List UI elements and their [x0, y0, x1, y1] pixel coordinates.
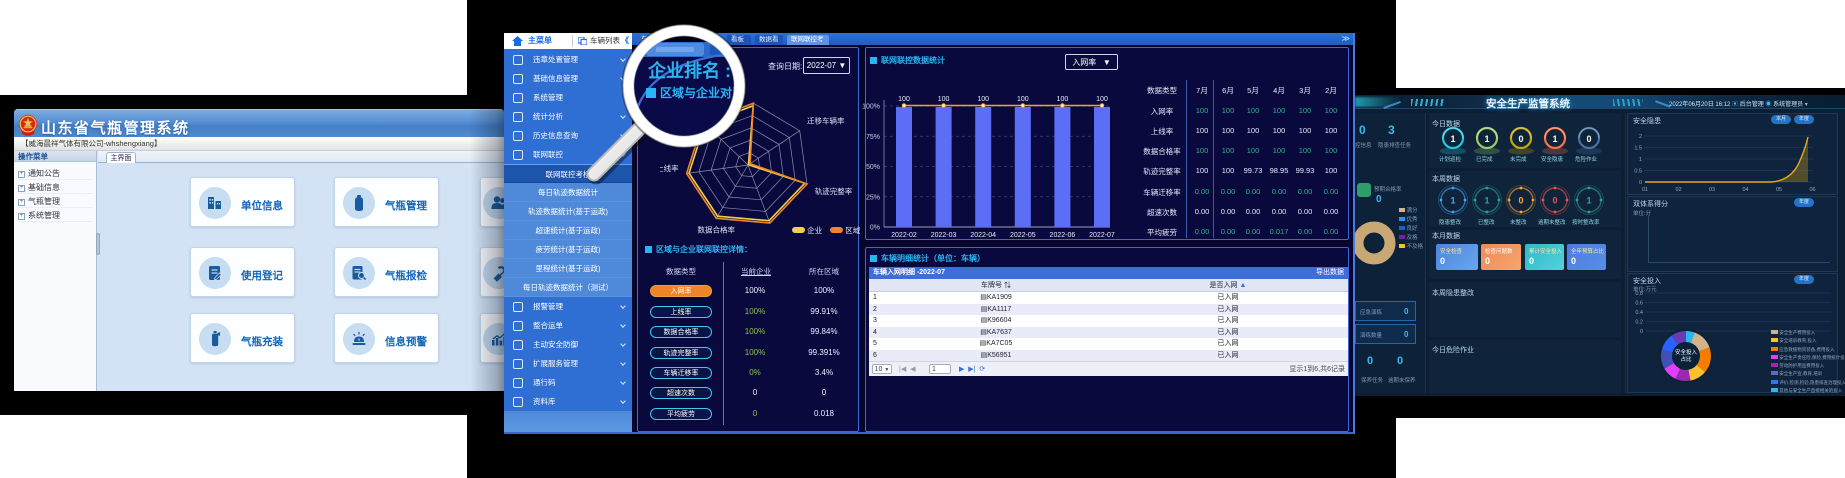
svg-text:1: 1 [1586, 196, 1591, 206]
svg-text:0%: 0% [870, 225, 880, 232]
svg-text:0.8: 0.8 [1635, 291, 1643, 297]
svg-text:0.2: 0.2 [1635, 320, 1643, 326]
svg-text:25%: 25% [866, 194, 880, 201]
svg-text:100: 100 [1017, 96, 1029, 103]
svg-text:01: 01 [1642, 187, 1648, 193]
svg-text:1: 1 [1484, 196, 1489, 206]
svg-text:2022-07: 2022-07 [1089, 232, 1115, 239]
svg-text:06: 06 [1809, 187, 1815, 193]
svg-text:0: 0 [1586, 134, 1591, 144]
svg-text:100: 100 [938, 96, 950, 103]
svg-text:100: 100 [977, 96, 989, 103]
svg-text:50%: 50% [866, 164, 880, 171]
svg-text:1: 1 [1484, 134, 1489, 144]
svg-text:0: 0 [1518, 134, 1523, 144]
svg-text:100: 100 [898, 96, 910, 103]
svg-text:100: 100 [1057, 96, 1069, 103]
svg-text:1.5: 1.5 [1634, 146, 1642, 152]
svg-text:1: 1 [1450, 196, 1455, 206]
svg-text:企业排名 : 1: 企业排名 : 1 [647, 60, 746, 81]
svg-text:轨迹完整率: 轨迹完整率 [815, 186, 853, 196]
svg-text:0: 0 [1552, 196, 1557, 206]
svg-text:占比: 占比 [1680, 355, 1692, 363]
svg-text:03: 03 [1709, 187, 1715, 193]
svg-text:迁移车辆率: 迁移车辆率 [807, 116, 845, 126]
svg-text:2022-03: 2022-03 [931, 232, 957, 239]
svg-text:0: 0 [1639, 180, 1642, 186]
svg-text:区域与企业对比 :: 区域与企业对比 : [660, 85, 751, 100]
svg-text:1: 1 [1450, 134, 1455, 144]
svg-text:2022-02: 2022-02 [891, 232, 917, 239]
svg-text:2022-05: 2022-05 [1010, 232, 1036, 239]
svg-text:2022-04: 2022-04 [970, 232, 996, 239]
svg-text:05: 05 [1776, 187, 1782, 193]
svg-text:安全投入: 安全投入 [1675, 348, 1698, 356]
svg-text:04: 04 [1742, 187, 1748, 193]
svg-text:02: 02 [1675, 187, 1681, 193]
svg-text:1: 1 [1552, 134, 1557, 144]
svg-text:100%: 100% [862, 104, 880, 111]
svg-text:1: 1 [1639, 157, 1642, 163]
svg-text:2: 2 [1639, 134, 1642, 140]
svg-text:0: 0 [1518, 196, 1523, 206]
svg-text:数据合格率: 数据合格率 [698, 225, 736, 235]
svg-text:75%: 75% [866, 134, 880, 141]
svg-text:100: 100 [1096, 96, 1108, 103]
svg-text:0.4: 0.4 [1635, 310, 1643, 316]
svg-text:0.6: 0.6 [1635, 301, 1643, 307]
svg-text:0.5: 0.5 [1634, 169, 1642, 175]
svg-text:上线率: 上线率 [660, 163, 679, 173]
svg-text:0: 0 [1640, 329, 1643, 335]
svg-text:2022-06: 2022-06 [1050, 232, 1076, 239]
